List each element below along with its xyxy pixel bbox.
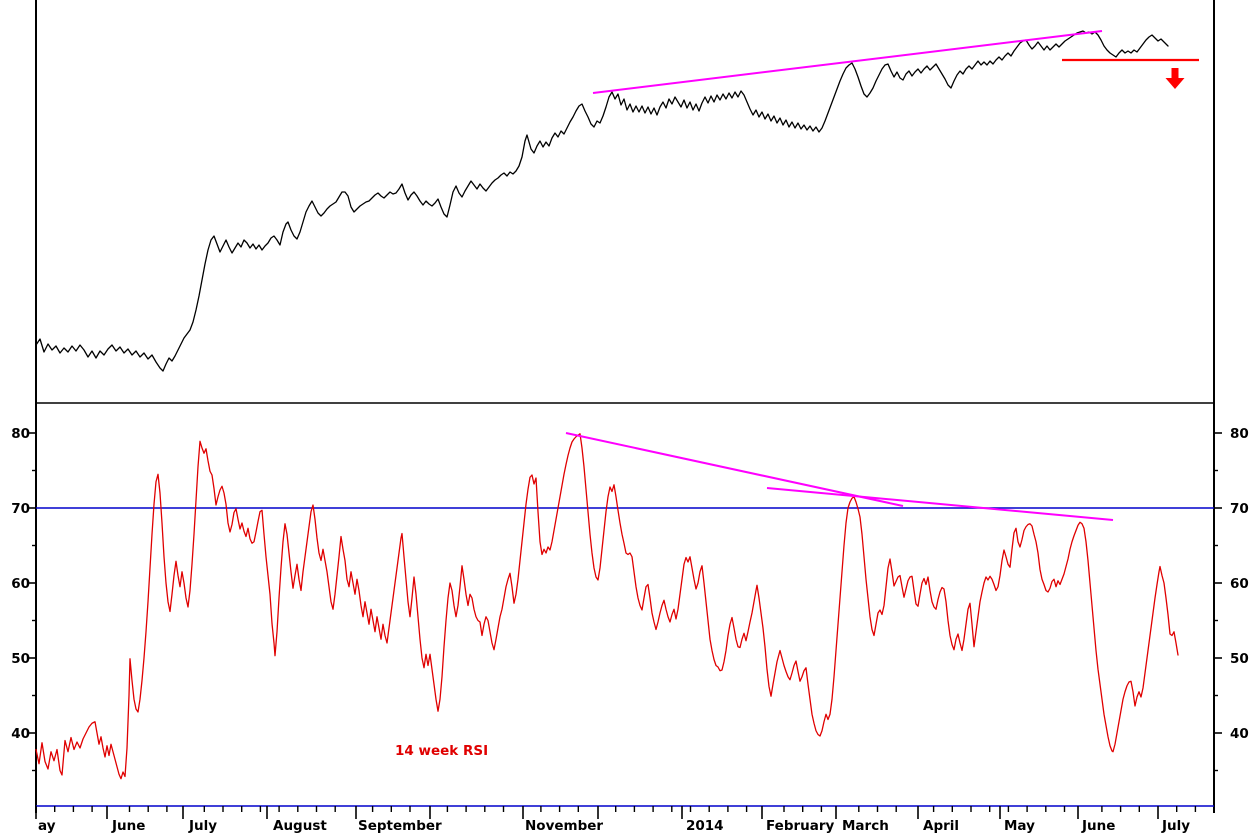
month-label-July: July bbox=[188, 818, 217, 834]
month-label-June: June bbox=[111, 818, 145, 834]
rsi-y-label-left-50: 50 bbox=[11, 651, 30, 667]
rsi-y-label-left-70: 70 bbox=[11, 501, 30, 517]
down-arrow-icon bbox=[1165, 68, 1185, 89]
month-label-April: April bbox=[923, 818, 959, 834]
month-label-August: August bbox=[273, 818, 327, 834]
rsi-series-line bbox=[35, 433, 1179, 780]
rsi-y-label-right-40: 40 bbox=[1230, 726, 1249, 742]
month-label-November: November bbox=[525, 818, 603, 834]
month-label-March: March bbox=[842, 818, 889, 834]
month-label-September: September bbox=[358, 818, 442, 834]
rsi-y-label-right-70: 70 bbox=[1230, 501, 1249, 517]
month-label-2014: 2014 bbox=[686, 818, 724, 834]
price-trendline bbox=[592, 30, 1103, 94]
rsi-trendline-long bbox=[565, 432, 904, 507]
rsi-y-label-right-80: 80 bbox=[1230, 426, 1249, 442]
rsi-y-label-left-80: 80 bbox=[11, 426, 30, 442]
rsi-y-label-right-60: 60 bbox=[1230, 576, 1249, 592]
rsi-y-label-left-40: 40 bbox=[11, 726, 30, 742]
month-label-June: June bbox=[1081, 818, 1115, 834]
rsi-y-label-left-60: 60 bbox=[11, 576, 30, 592]
rsi-y-label-right-50: 50 bbox=[1230, 651, 1249, 667]
price-series-line bbox=[35, 30, 1169, 372]
month-label-May: May bbox=[1004, 818, 1035, 834]
rsi-trendline-short bbox=[766, 487, 1114, 521]
month-label-February: February bbox=[766, 818, 835, 834]
month-label-July: July bbox=[1161, 818, 1190, 834]
month-label-ay: ay bbox=[38, 818, 56, 834]
rsi-indicator-label: 14 week RSI bbox=[395, 743, 489, 759]
